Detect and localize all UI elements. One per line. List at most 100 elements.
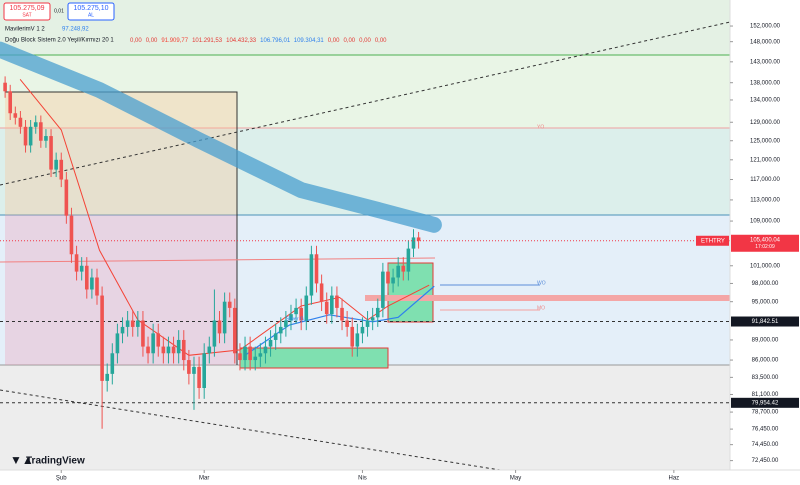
last-price-box <box>731 234 799 252</box>
candle-body <box>248 346 252 361</box>
buy-button[interactable] <box>67 2 115 21</box>
candle-body <box>411 237 416 249</box>
candle-body <box>28 126 33 146</box>
candle-body <box>324 301 329 315</box>
candle-body <box>365 320 370 327</box>
annotation: YO <box>537 124 544 130</box>
band <box>365 295 730 301</box>
indicator-value: 0,00 <box>375 38 387 44</box>
candle-body <box>18 117 23 127</box>
box <box>5 92 237 215</box>
candle-body <box>130 320 135 327</box>
candle-body <box>49 136 53 170</box>
y-tick-label: 117,000.00 <box>750 177 780 183</box>
indicator-value: 0,00 <box>359 38 371 44</box>
candle-body <box>110 353 115 374</box>
zone <box>0 0 730 55</box>
indicator-values: 0,00 0,00 91.909,77 101.291,53 104.432,33 106… <box>130 38 387 44</box>
y-tick-label: 138,000.00 <box>750 80 781 86</box>
candle-body <box>54 159 58 170</box>
candle-body <box>340 307 344 321</box>
candle-body <box>100 295 104 381</box>
spread: 0,01 <box>54 8 64 14</box>
candle-body <box>360 326 365 334</box>
candle-body <box>284 320 288 327</box>
sell-price: 105.275,09 <box>9 5 44 12</box>
y-tick-label: 95,000.00 <box>752 299 779 305</box>
y-tick-label: 143,000.00 <box>750 59 781 65</box>
annotation: MO <box>537 305 545 311</box>
candle-body <box>401 265 406 272</box>
candle-body <box>8 91 13 114</box>
candle-body <box>59 159 64 180</box>
candle-body <box>161 346 166 354</box>
level-label-box <box>731 397 799 408</box>
candle-body <box>386 271 390 284</box>
y-tick-label: 81,100.00 <box>752 392 779 398</box>
indicator-name: Doğu Block Sistem 2.0 Yeşil/Kırmızı 20 1 <box>5 38 114 44</box>
candle-body <box>278 326 283 334</box>
candle-body <box>69 215 74 255</box>
candle-body <box>207 346 212 354</box>
candle-body <box>171 346 176 354</box>
candle-body <box>120 326 125 334</box>
candle-body <box>345 320 349 327</box>
candle-body <box>294 307 298 315</box>
level-label: 79,954.42 <box>752 400 779 406</box>
level-label: 91,842.51 <box>752 319 779 325</box>
trend-line <box>0 389 501 471</box>
y-tick-label: 76,450.00 <box>752 427 779 433</box>
level-label-box <box>731 316 799 327</box>
y-tick-label: 121,000.00 <box>750 157 781 163</box>
candle-body <box>64 179 69 216</box>
y-tick-label: 109,000.00 <box>750 219 781 225</box>
trend-line <box>0 21 731 186</box>
header: 105.275,09 SAT 0,01 105.275,10 AL Mavile… <box>3 2 387 44</box>
candle-body <box>319 283 324 302</box>
candle-body <box>299 307 303 321</box>
candle-body <box>181 339 186 361</box>
candle-body <box>151 333 155 354</box>
candle-body <box>233 307 237 354</box>
y-tick-label: 74,450.00 <box>752 442 779 448</box>
indicator-name: MavilerimV 1 2 <box>5 27 45 33</box>
y-tick-label: 148,000.00 <box>750 39 781 45</box>
candle-body <box>396 265 400 278</box>
buy-label: AL <box>88 12 94 18</box>
candle-body <box>253 356 258 361</box>
candle-body <box>304 295 309 321</box>
candle-body <box>79 265 84 272</box>
candle-body <box>3 82 7 92</box>
candle-body <box>330 295 334 315</box>
x-tick-label: Haz <box>669 476 680 482</box>
candle-body <box>273 333 278 340</box>
buy-price: 105.275,10 <box>73 5 108 12</box>
logo: ▼▲ TradingView <box>10 453 85 467</box>
candle-body <box>23 126 28 146</box>
candle-body <box>370 317 375 321</box>
y-tick-label: 72,450.00 <box>752 458 779 464</box>
sell-button[interactable] <box>3 2 51 21</box>
candle-body <box>222 301 227 334</box>
candle-body <box>416 237 421 241</box>
indicator-value: 0,00 <box>146 38 158 44</box>
x-tick-label: Mar <box>199 476 209 482</box>
ma-line <box>0 257 436 263</box>
candle-body <box>314 254 319 284</box>
zones <box>0 0 731 471</box>
y-tick-label: 125,000.00 <box>750 138 781 144</box>
box-border <box>5 91 238 365</box>
indicator-value: 0,00 <box>130 38 142 44</box>
candle-body <box>309 254 314 296</box>
candle-body <box>227 301 232 308</box>
sell-label: SAT <box>22 12 31 18</box>
annotation: WO <box>537 280 546 286</box>
candle-body <box>289 314 293 321</box>
candle-body <box>187 360 191 374</box>
candle-body <box>212 320 217 347</box>
candle-body <box>84 265 89 290</box>
candle-body <box>74 254 79 272</box>
candle-body <box>192 366 196 374</box>
candle-body <box>146 346 150 354</box>
